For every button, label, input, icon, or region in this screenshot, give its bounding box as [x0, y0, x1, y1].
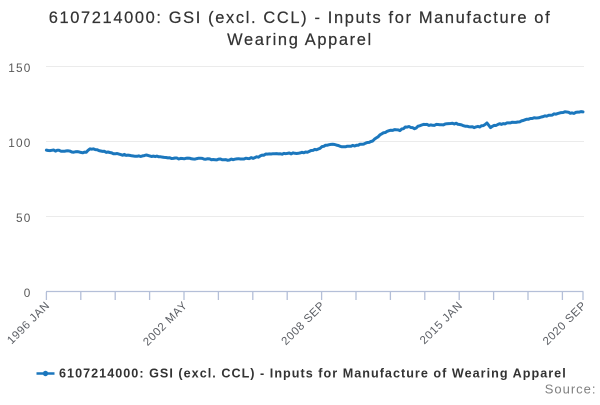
svg-text:2015 JAN: 2015 JAN: [418, 300, 465, 347]
svg-text:2008 SEP: 2008 SEP: [280, 300, 328, 348]
svg-text:6107214000: GSI (excl. CCL) -: 6107214000: GSI (excl. CCL) - Inputs for…: [59, 367, 567, 381]
svg-text:1996 JAN: 1996 JAN: [5, 300, 52, 347]
svg-text:100: 100: [8, 136, 31, 150]
svg-text:Wearing Apparel: Wearing Apparel: [227, 31, 373, 49]
svg-text:2020 SEP: 2020 SEP: [541, 300, 589, 348]
svg-text:Source:: Source:: [545, 382, 597, 397]
svg-text:150: 150: [8, 61, 31, 75]
svg-text:6107214000: GSI (excl. CCL) -: 6107214000: GSI (excl. CCL) - Inputs for…: [49, 9, 552, 27]
svg-text:2002 MAY: 2002 MAY: [141, 300, 190, 349]
svg-text:50: 50: [16, 211, 32, 225]
svg-text:0: 0: [24, 286, 32, 300]
